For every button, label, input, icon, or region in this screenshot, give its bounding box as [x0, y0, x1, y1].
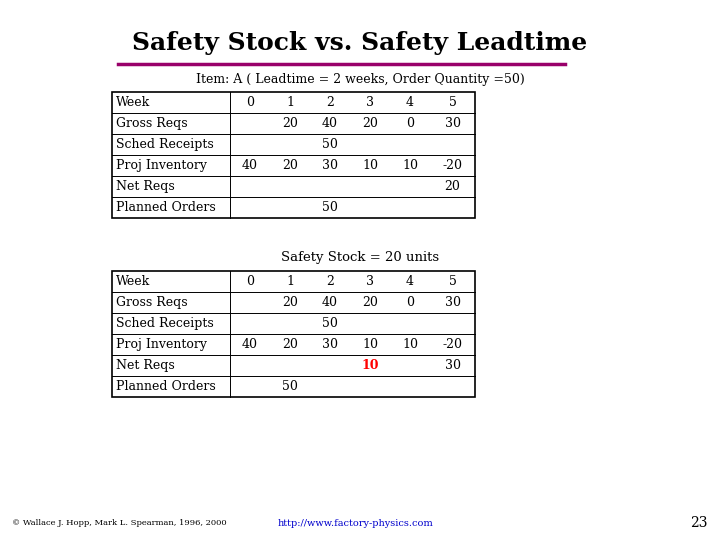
Text: 4: 4 — [406, 96, 414, 109]
Text: 30: 30 — [444, 117, 461, 130]
Text: 0: 0 — [246, 96, 254, 109]
Text: Proj Inventory: Proj Inventory — [116, 338, 207, 351]
Text: 10: 10 — [362, 338, 378, 351]
Text: Week: Week — [116, 275, 150, 288]
Text: 10: 10 — [362, 159, 378, 172]
Text: Safety Stock vs. Safety Leadtime: Safety Stock vs. Safety Leadtime — [132, 31, 588, 55]
Text: 1: 1 — [286, 96, 294, 109]
Text: Item: A ( Leadtime = 2 weeks, Order Quantity =50): Item: A ( Leadtime = 2 weeks, Order Quan… — [196, 72, 524, 85]
Bar — [112, 271, 475, 397]
Text: 1: 1 — [286, 275, 294, 288]
Text: 50: 50 — [322, 201, 338, 214]
Text: 2: 2 — [326, 96, 334, 109]
Text: 0: 0 — [406, 117, 414, 130]
Text: 40: 40 — [322, 117, 338, 130]
Text: Net Reqs: Net Reqs — [116, 359, 175, 372]
Text: 50: 50 — [322, 317, 338, 330]
Text: Week: Week — [116, 96, 150, 109]
Text: 5: 5 — [449, 275, 456, 288]
Text: 20: 20 — [282, 296, 298, 309]
Text: 0: 0 — [406, 296, 414, 309]
Text: 10: 10 — [402, 159, 418, 172]
Text: Safety Stock = 20 units: Safety Stock = 20 units — [281, 252, 439, 265]
Bar — [112, 92, 475, 218]
Text: 5: 5 — [449, 96, 456, 109]
Text: Planned Orders: Planned Orders — [116, 201, 216, 214]
Text: 3: 3 — [366, 96, 374, 109]
Text: 40: 40 — [242, 159, 258, 172]
Text: Gross Reqs: Gross Reqs — [116, 117, 188, 130]
Text: 10: 10 — [402, 338, 418, 351]
Text: Gross Reqs: Gross Reqs — [116, 296, 188, 309]
Text: 4: 4 — [406, 275, 414, 288]
Text: 20: 20 — [362, 117, 378, 130]
Text: 30: 30 — [322, 159, 338, 172]
Text: Proj Inventory: Proj Inventory — [116, 159, 207, 172]
Text: 40: 40 — [322, 296, 338, 309]
Text: Planned Orders: Planned Orders — [116, 380, 216, 393]
Text: 10: 10 — [361, 359, 379, 372]
Text: Net Reqs: Net Reqs — [116, 180, 175, 193]
Text: 50: 50 — [282, 380, 298, 393]
Text: 40: 40 — [242, 338, 258, 351]
Text: 3: 3 — [366, 275, 374, 288]
Text: 20: 20 — [282, 117, 298, 130]
Text: 30: 30 — [444, 296, 461, 309]
Text: Sched Receipts: Sched Receipts — [116, 138, 214, 151]
Text: 20: 20 — [282, 338, 298, 351]
Text: 50: 50 — [322, 138, 338, 151]
Text: Sched Receipts: Sched Receipts — [116, 317, 214, 330]
Text: © Wallace J. Hopp, Mark L. Spearman, 1996, 2000: © Wallace J. Hopp, Mark L. Spearman, 199… — [12, 519, 227, 527]
Text: 0: 0 — [246, 275, 254, 288]
Text: 20: 20 — [362, 296, 378, 309]
Text: -20: -20 — [443, 338, 462, 351]
Text: http://www.factory-physics.com: http://www.factory-physics.com — [277, 518, 433, 528]
Text: 30: 30 — [444, 359, 461, 372]
Text: 30: 30 — [322, 338, 338, 351]
Text: 23: 23 — [690, 516, 708, 530]
Text: 20: 20 — [282, 159, 298, 172]
Text: 20: 20 — [444, 180, 460, 193]
Text: -20: -20 — [443, 159, 462, 172]
Text: 2: 2 — [326, 275, 334, 288]
